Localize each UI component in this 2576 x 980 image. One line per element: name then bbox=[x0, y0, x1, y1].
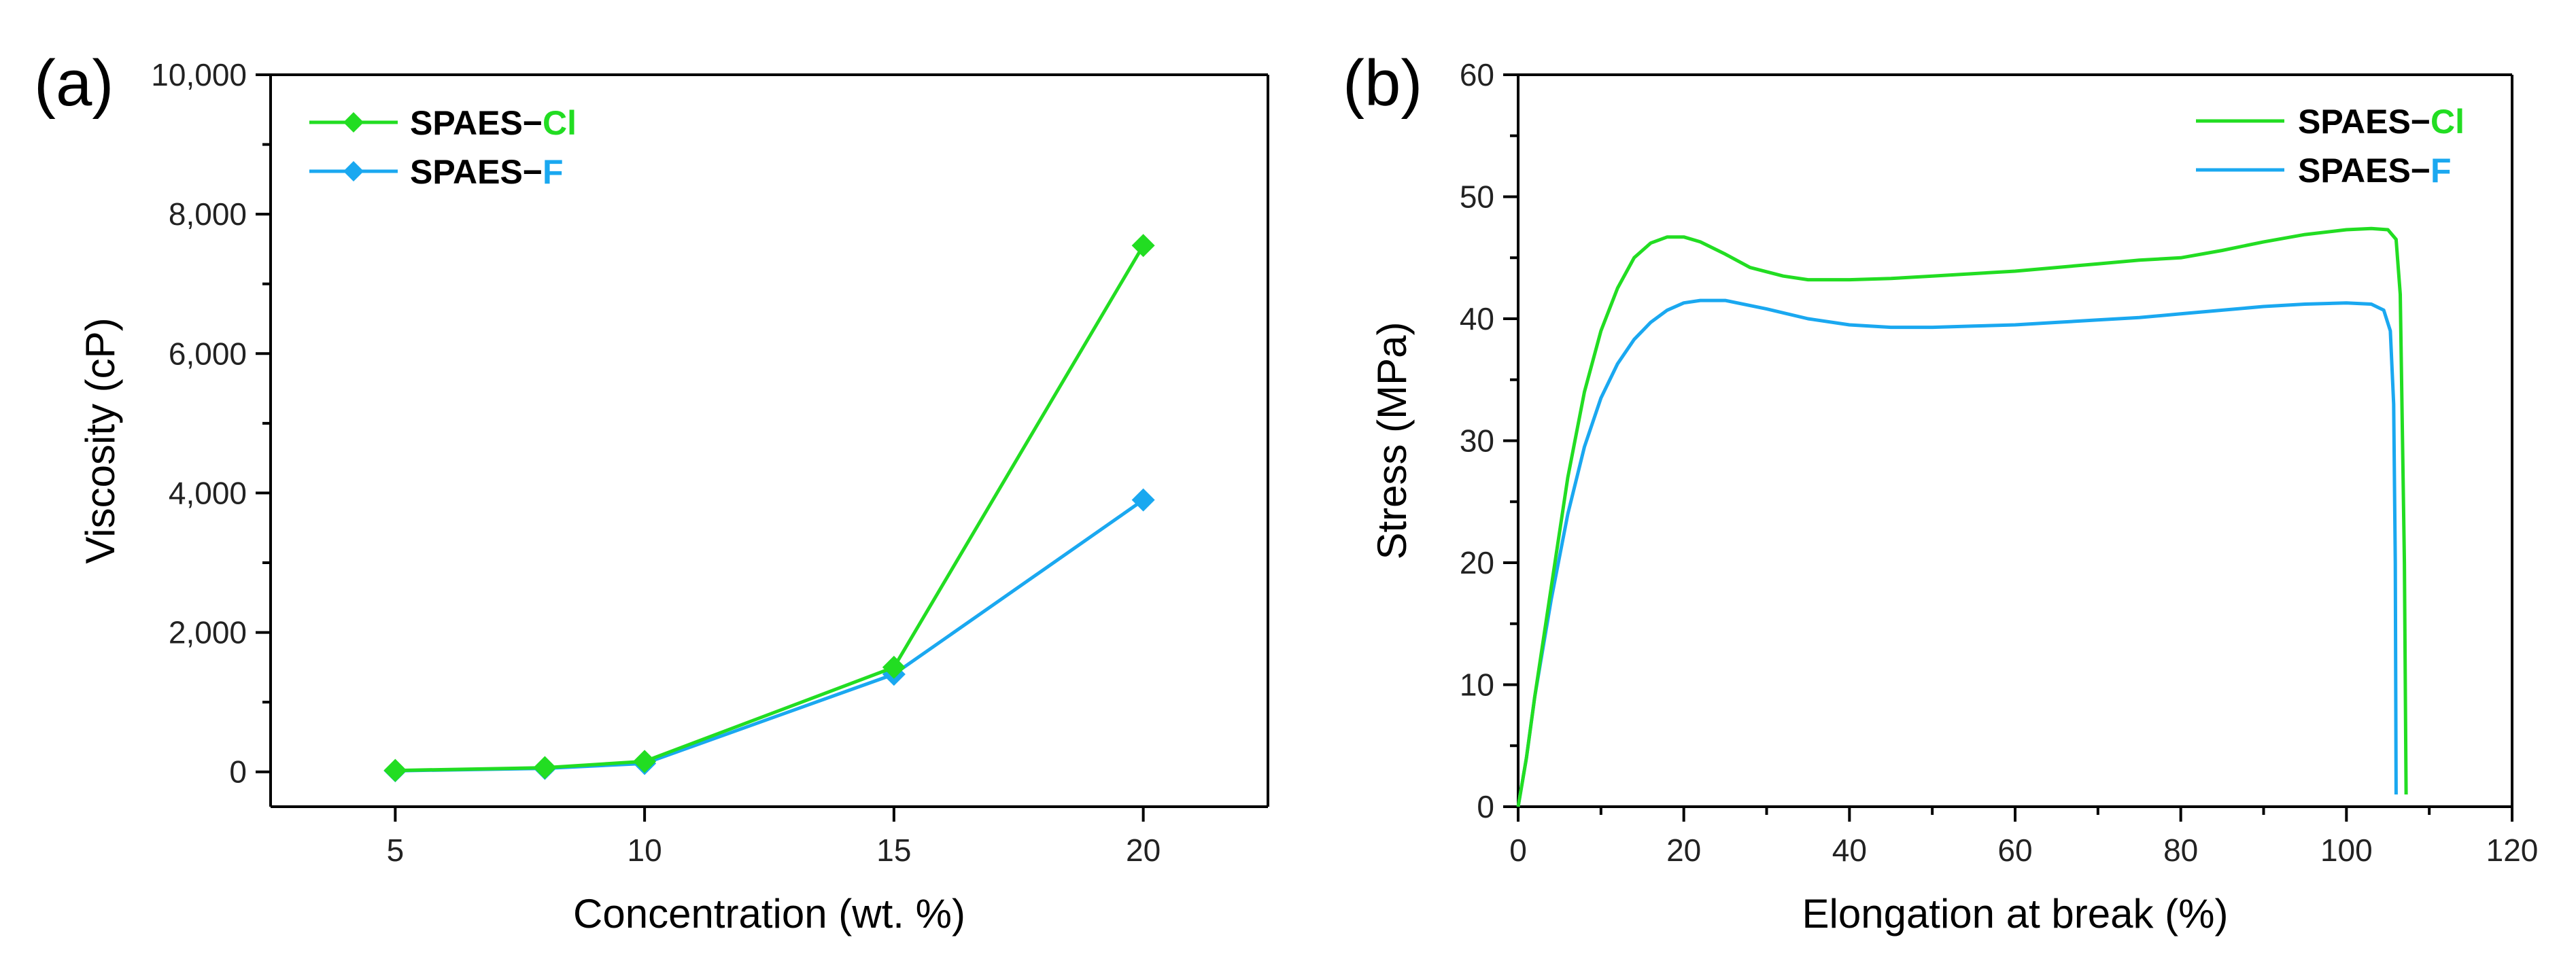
legend-marker-cl bbox=[343, 112, 364, 133]
legend-label-prefix: SPAES− bbox=[2298, 103, 2431, 141]
y-axis-title-a: Viscosity (cP) bbox=[78, 317, 123, 563]
x-axis-title-b: Elongation at break (%) bbox=[1802, 891, 2228, 937]
x-tick-label: 60 bbox=[1997, 833, 2032, 868]
series-line-f bbox=[1516, 298, 2398, 807]
x-axis-title-a: Concentration (wt. %) bbox=[573, 891, 965, 937]
x-tick-label: 80 bbox=[2163, 833, 2198, 868]
series-line-cl bbox=[1516, 226, 2408, 807]
y-tick-label: 6,000 bbox=[169, 336, 247, 371]
x-tick-label: 20 bbox=[1126, 833, 1161, 868]
y-tick-label: 20 bbox=[1460, 545, 1494, 580]
legend-marker-f bbox=[343, 161, 364, 181]
y-tick-label: 60 bbox=[1460, 57, 1494, 92]
legend-label-prefix: SPAES− bbox=[2298, 152, 2431, 190]
legend-label-f: SPAES−F bbox=[2298, 152, 2452, 190]
data-point-cl bbox=[533, 756, 557, 780]
y-tick-label: 40 bbox=[1460, 301, 1494, 336]
y-tick-label: 10,000 bbox=[151, 57, 247, 92]
legend-label-f: SPAES−F bbox=[410, 153, 564, 191]
legend-label-cl: SPAES−Cl bbox=[410, 104, 577, 142]
y-tick-label: 30 bbox=[1460, 423, 1494, 459]
series-line-cl bbox=[395, 245, 1145, 773]
x-tick-label: 0 bbox=[1509, 833, 1527, 868]
y-tick-label: 50 bbox=[1460, 179, 1494, 215]
series-line-f bbox=[395, 498, 1145, 773]
data-point-f bbox=[1131, 488, 1155, 512]
x-tick-label: 20 bbox=[1666, 833, 1701, 868]
y-tick-label: 2,000 bbox=[169, 615, 247, 650]
panel-b-label: (b) bbox=[1343, 47, 1422, 120]
x-tick-label: 15 bbox=[876, 833, 911, 868]
x-tick-label: 100 bbox=[2320, 833, 2373, 868]
y-tick-label: 10 bbox=[1460, 667, 1494, 703]
legend-label-suffix: Cl bbox=[2431, 103, 2465, 141]
x-tick-label: 5 bbox=[387, 833, 405, 868]
legend-label-suffix: F bbox=[2431, 152, 2452, 190]
x-tick-label: 10 bbox=[628, 833, 662, 868]
legend-label-prefix: SPAES− bbox=[410, 153, 543, 191]
y-tick-label: 4,000 bbox=[169, 475, 247, 510]
x-tick-label: 40 bbox=[1832, 833, 1867, 868]
y-tick-label: 8,000 bbox=[169, 196, 247, 232]
legend-label-suffix: Cl bbox=[543, 104, 577, 142]
panel-a-label: (a) bbox=[34, 47, 114, 120]
y-tick-label: 0 bbox=[1477, 789, 1494, 824]
legend-label-cl: SPAES−Cl bbox=[2298, 103, 2465, 141]
y-tick-label: 0 bbox=[229, 754, 247, 790]
data-point-cl bbox=[1131, 234, 1155, 258]
data-point-cl bbox=[383, 758, 407, 782]
y-axis-title-b: Stress (MPa) bbox=[1369, 321, 1415, 559]
stress-strain-chart-panel: (b) 0 20 40 60 80 100 120 0 10 20 30 40 50 60 Elongat… bbox=[1343, 47, 2538, 937]
data-point-cl bbox=[882, 655, 906, 679]
viscosity-chart-panel: (a) 5 10 15 20 0 2,000 4,000 6,000 8,000 10,000 C… bbox=[34, 47, 1269, 937]
x-tick-label: 120 bbox=[2486, 833, 2539, 868]
legend-label-prefix: SPAES− bbox=[410, 104, 543, 142]
data-point-cl bbox=[633, 750, 657, 773]
legend-label-suffix: F bbox=[543, 153, 564, 191]
